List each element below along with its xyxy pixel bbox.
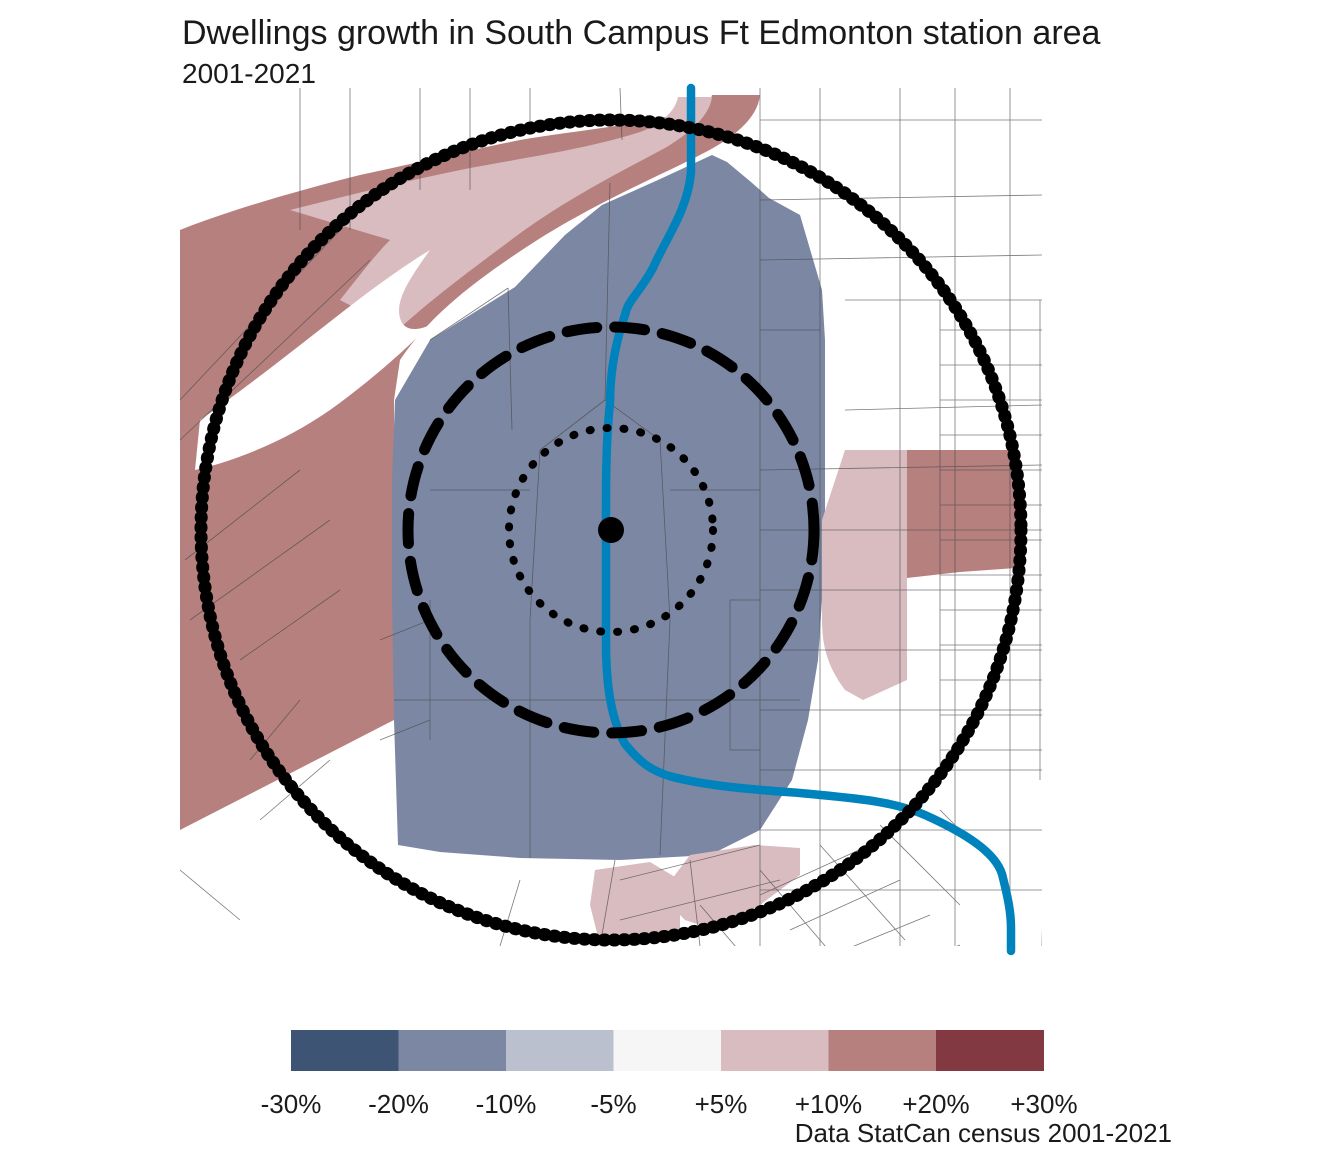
svg-text:+20%: +20% — [902, 1089, 969, 1119]
svg-text:+30%: +30% — [1010, 1089, 1077, 1119]
svg-text:-5%: -5% — [590, 1089, 636, 1119]
svg-text:-30%: -30% — [261, 1089, 322, 1119]
svg-text:+5%: +5% — [695, 1089, 748, 1119]
svg-text:-20%: -20% — [368, 1089, 429, 1119]
svg-text:+10%: +10% — [795, 1089, 862, 1119]
svg-text:Data StatCan census 2001-2021: Data StatCan census 2001-2021 — [795, 1118, 1172, 1148]
svg-text:-10%: -10% — [476, 1089, 537, 1119]
